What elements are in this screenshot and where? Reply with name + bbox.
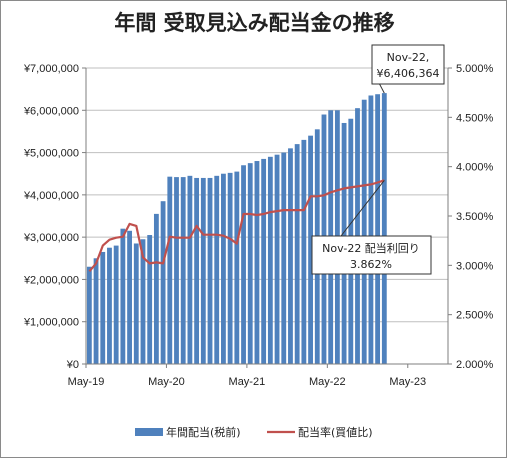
y-right-tick-label: 4.500% — [456, 112, 494, 124]
callout-text: 3.862% — [350, 258, 392, 271]
bar — [113, 245, 119, 364]
y-left-tick-label: ¥1,000,000 — [23, 317, 79, 329]
callout-leader — [340, 179, 385, 237]
bar — [254, 161, 260, 364]
bar — [267, 156, 273, 364]
bar — [174, 177, 179, 364]
callout-leader — [378, 82, 385, 94]
bar — [375, 94, 381, 365]
bar — [301, 139, 307, 364]
bar — [140, 239, 146, 364]
bar — [200, 177, 206, 364]
bar — [93, 258, 99, 364]
bar — [294, 144, 300, 364]
bar — [180, 177, 186, 364]
x-tick-label: May-20 — [148, 376, 185, 388]
y-right-tick-label: 5.000% — [456, 63, 494, 75]
y-right-tick-label: 3.500% — [456, 211, 494, 223]
legend-label: 配当率(買値比) — [298, 425, 373, 439]
bar — [274, 154, 280, 364]
bar — [281, 152, 287, 364]
y-right-tick-label: 3.000% — [456, 260, 494, 272]
bar — [153, 213, 159, 364]
x-tick-label: May-23 — [389, 376, 426, 388]
y-right-tick-label: 4.000% — [456, 162, 494, 174]
bar — [147, 235, 153, 364]
callout-box — [311, 235, 432, 275]
chart-title: 年間 受取見込み配当金の推移 — [114, 11, 395, 35]
bar — [261, 158, 267, 364]
bar — [288, 148, 293, 364]
callout-text: ¥6,406,364 — [377, 67, 440, 80]
bar — [361, 99, 367, 364]
callout-text: Nov-22 配当利回り — [322, 241, 420, 255]
bar — [107, 247, 112, 364]
y-left-tick-label: ¥2,000,000 — [23, 274, 79, 286]
y-left-tick-label: ¥4,000,000 — [23, 190, 79, 202]
series-line — [88, 179, 385, 273]
callout-text: Nov-22, — [387, 51, 430, 64]
bar — [194, 177, 200, 364]
x-tick-label: May-19 — [68, 376, 105, 388]
bar — [100, 251, 106, 364]
bar — [160, 201, 166, 364]
bar — [241, 165, 246, 364]
bar — [234, 171, 240, 364]
bar — [127, 230, 132, 364]
callout-box — [371, 44, 445, 85]
bar — [187, 175, 193, 364]
bar — [167, 176, 173, 364]
bar — [120, 228, 126, 364]
bar — [368, 95, 374, 364]
legend-label: 年間配当(税前) — [166, 425, 241, 439]
y-right-tick-label: 2.500% — [456, 310, 494, 322]
bar — [227, 172, 233, 364]
x-tick-label: May-22 — [309, 376, 346, 388]
bar — [207, 177, 213, 364]
y-left-tick-label: ¥0 — [66, 359, 79, 371]
y-left-tick-label: ¥6,000,000 — [23, 105, 79, 117]
bar — [86, 266, 92, 364]
y-left-tick-label: ¥5,000,000 — [23, 148, 79, 160]
bar — [308, 135, 313, 364]
bar — [247, 163, 253, 364]
legend-bar-swatch — [135, 428, 163, 436]
y-right-tick-label: 2.000% — [456, 359, 494, 371]
bar — [221, 173, 226, 364]
y-left-tick-label: ¥7,000,000 — [23, 63, 79, 75]
y-left-tick-label: ¥3,000,000 — [23, 232, 79, 244]
x-tick-label: May-21 — [229, 376, 266, 388]
bar — [214, 175, 220, 364]
bar — [381, 93, 387, 364]
bar — [133, 243, 139, 364]
